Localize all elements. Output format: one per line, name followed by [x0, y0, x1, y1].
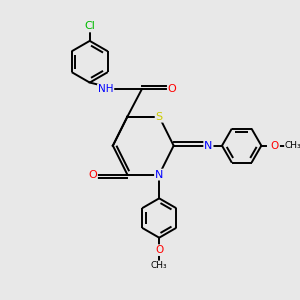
Text: N: N [204, 141, 213, 151]
Text: O: O [271, 141, 279, 151]
Text: CH₃: CH₃ [285, 141, 300, 150]
Text: N: N [155, 169, 164, 180]
Text: O: O [155, 245, 163, 255]
Text: O: O [168, 84, 177, 94]
Text: Cl: Cl [84, 21, 95, 32]
Text: S: S [156, 112, 163, 122]
Text: O: O [88, 169, 97, 180]
Text: CH₃: CH₃ [151, 261, 167, 270]
Text: NH: NH [98, 84, 113, 94]
